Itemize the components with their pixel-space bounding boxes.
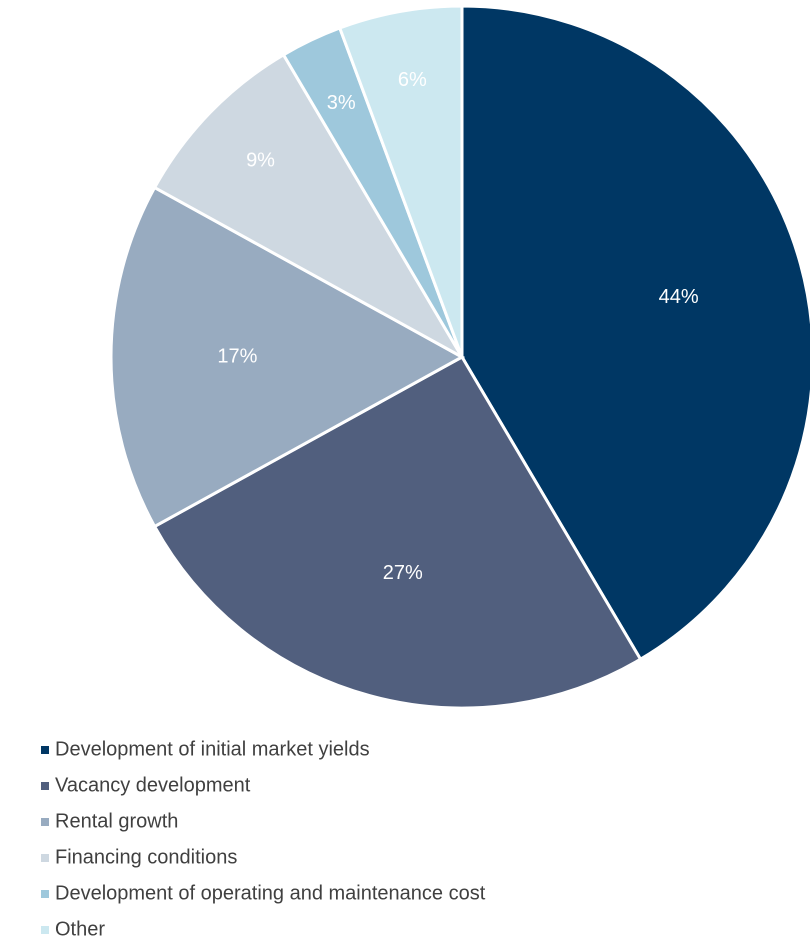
pie-slice <box>152 354 643 710</box>
legend-swatch <box>41 782 49 790</box>
pie-slice <box>460 4 810 662</box>
legend-swatch <box>41 746 49 754</box>
legend-text: Financing conditions <box>55 846 237 868</box>
legend-swatch <box>41 818 49 826</box>
legend-swatch <box>41 854 49 862</box>
slice-label: 3% <box>327 92 356 114</box>
slice-label: 6% <box>398 69 427 91</box>
slice-label: 9% <box>246 150 275 172</box>
legend-text: Development of initial market yields <box>55 738 370 760</box>
legend-text: Vacancy development <box>55 774 251 796</box>
slice-label: 44% <box>659 286 699 308</box>
legend-text: Other <box>55 918 105 940</box>
slice-label: 27% <box>383 562 423 584</box>
pie-slice <box>337 4 464 358</box>
pie-slice <box>109 185 466 529</box>
pie-slice <box>152 52 467 361</box>
legend-text: Development of operating and maintenance… <box>55 882 486 904</box>
slice-label: 17% <box>217 345 257 367</box>
legend-text: Rental growth <box>55 810 178 832</box>
legend-swatch <box>41 926 49 934</box>
legend-swatch <box>41 890 49 898</box>
